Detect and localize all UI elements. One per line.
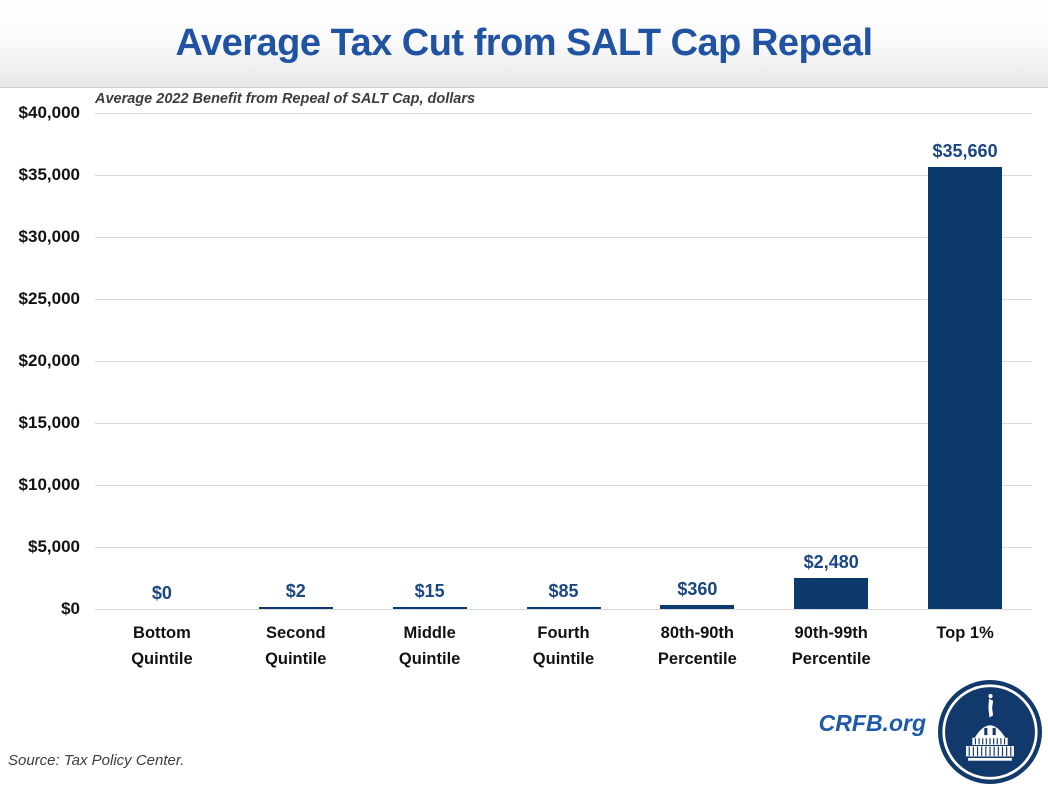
brand-block: CRFB.org: [819, 680, 1042, 784]
bar: [526, 607, 601, 609]
category-label-line: Percentile: [791, 650, 871, 668]
category-label-line: 90th-99th: [794, 624, 868, 642]
category-label-line: 80th-90th: [660, 624, 735, 642]
gridline: [95, 485, 1032, 486]
bar-value-label: $85: [548, 581, 579, 601]
gridline: [95, 609, 1032, 610]
crfb-capitol-logo-icon: [938, 680, 1042, 784]
bar: [794, 578, 869, 609]
category-label: Middle Quintile: [360, 620, 500, 672]
category-label-line: Quintile: [398, 650, 461, 668]
category-label: Top 1%: [895, 620, 1035, 646]
category-label-line: Bottom: [133, 624, 191, 642]
category-label-line: Quintile: [131, 650, 193, 668]
category-label: Second Quintile: [226, 620, 366, 672]
category-label-line: Quintile: [532, 650, 595, 668]
gridline: [95, 237, 1032, 238]
bar: [392, 607, 467, 609]
category-label: Fourth Quintile: [494, 620, 634, 672]
source-note: Source: Tax Policy Center.: [8, 752, 185, 769]
gridline: [95, 547, 1032, 548]
brand-wordmark: CRFB.org: [818, 709, 926, 736]
bar-value-label: $0: [151, 583, 172, 603]
category-label: 80th-90th Percentile: [627, 620, 767, 672]
y-axis-tick-label: $25,000: [18, 289, 80, 308]
y-axis-tick-label: $30,000: [18, 227, 80, 246]
y-axis-tick-label: $0: [61, 599, 80, 618]
category-label-line: Quintile: [265, 650, 327, 668]
bar-value-label: $2: [285, 581, 306, 601]
page-title: Average Tax Cut from SALT Cap Repeal: [175, 22, 873, 64]
bar-value-label: $35,660: [932, 141, 998, 161]
category-label-line: Fourth: [537, 624, 590, 642]
bar-value-label: $15: [414, 581, 445, 601]
category-label: Bottom Quintile: [92, 620, 232, 672]
gridline: [95, 113, 1032, 114]
category-label-line: Middle: [403, 624, 456, 642]
category-label-line: Top 1%: [936, 624, 994, 642]
y-axis-tick-label: $5,000: [28, 537, 80, 556]
y-axis-tick-label: $20,000: [18, 351, 80, 370]
gridline: [95, 299, 1032, 300]
bar: [928, 167, 1003, 609]
y-axis-tick-label: $40,000: [18, 103, 80, 122]
chart-subtitle: Average 2022 Benefit from Repeal of SALT…: [95, 91, 476, 107]
gridline: [95, 175, 1032, 176]
bar: [258, 607, 333, 609]
bar: [660, 605, 735, 609]
gridline: [95, 423, 1032, 424]
y-axis-tick-label: $15,000: [18, 413, 80, 432]
y-axis-tick-label: $10,000: [18, 475, 80, 494]
bar-value-label: $360: [677, 579, 718, 599]
category-label: 90th-99th Percentile: [761, 620, 901, 672]
y-axis-tick-label: $35,000: [18, 165, 80, 184]
bar-value-label: $2,480: [803, 552, 859, 572]
category-label-line: Second: [265, 624, 326, 642]
category-label-line: Percentile: [657, 650, 737, 668]
chart-header: Average Tax Cut from SALT Cap Repeal: [0, 0, 1048, 88]
gridline: [95, 361, 1032, 362]
